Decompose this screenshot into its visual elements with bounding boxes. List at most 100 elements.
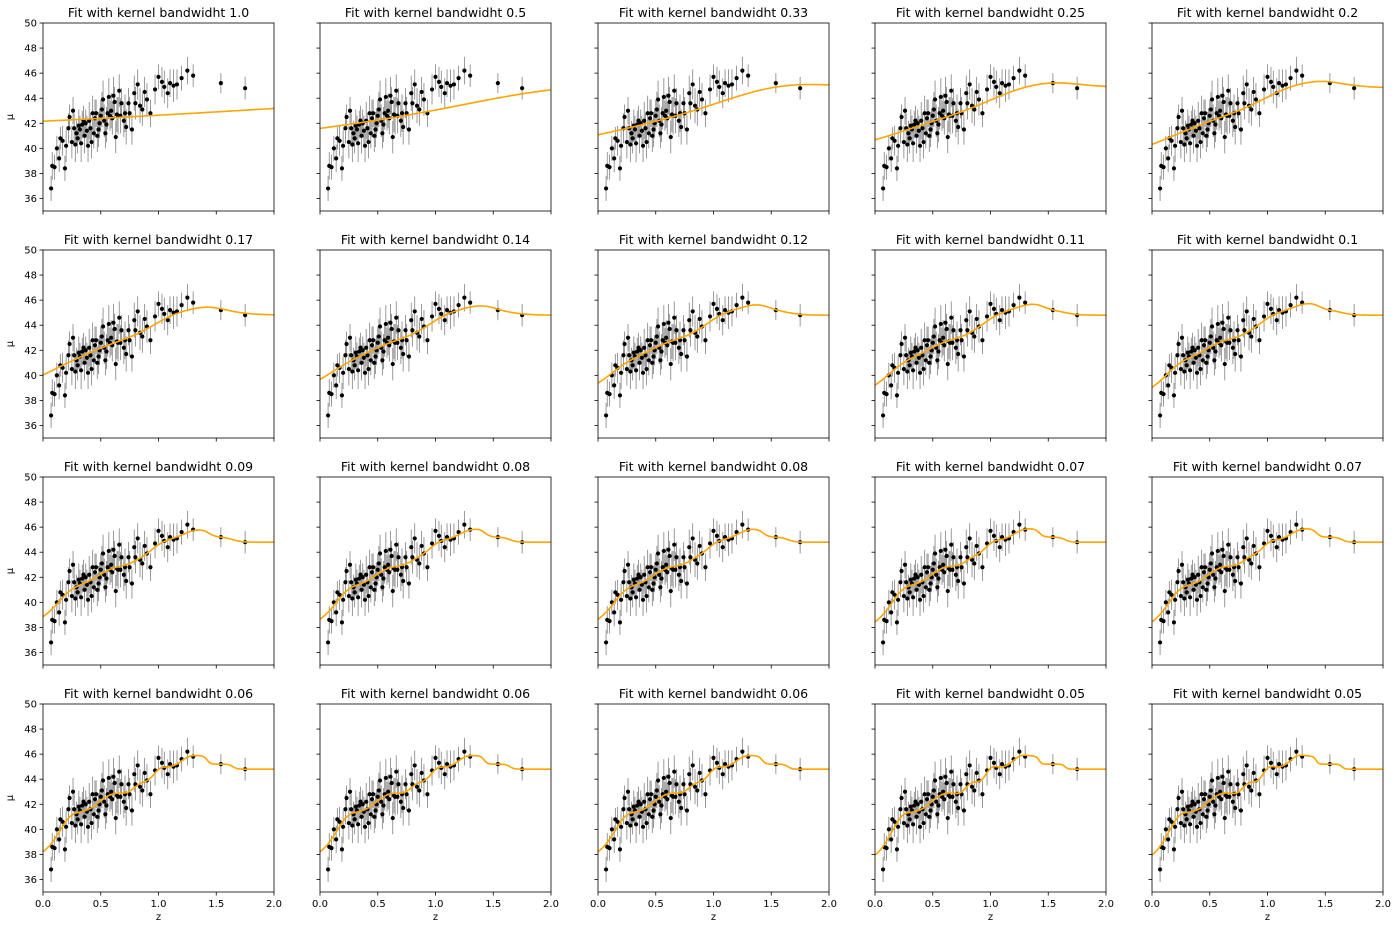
data-point: [376, 788, 382, 793]
data-point: [703, 338, 708, 343]
data-point: [653, 340, 658, 345]
data-point: [119, 555, 124, 560]
data-point: [997, 772, 1002, 777]
data-point: [351, 131, 356, 136]
data-point: [436, 79, 442, 85]
data-point: [921, 593, 926, 599]
data-point: [944, 326, 949, 332]
data-point: [1251, 316, 1256, 322]
data-point: [82, 360, 87, 365]
data-point: [379, 572, 384, 577]
data-point: [126, 101, 131, 106]
data-point: [1166, 610, 1171, 615]
data-point: [896, 143, 901, 148]
data-point: [343, 580, 348, 585]
data-point: [931, 561, 937, 566]
data-point: [54, 146, 59, 151]
data-point: [1249, 334, 1254, 339]
data-point: [344, 114, 349, 120]
data-point: [679, 578, 684, 584]
data-point: [82, 587, 87, 592]
data-point: [444, 308, 450, 313]
data-point: [91, 358, 96, 363]
data-point: [1023, 300, 1028, 305]
data-point: [344, 341, 349, 347]
data-point: [945, 134, 950, 140]
data-point: [1222, 588, 1227, 594]
data-point: [371, 565, 376, 570]
data-point: [109, 108, 114, 113]
data-point: [394, 769, 399, 774]
data-point: [425, 792, 430, 797]
data-point: [924, 570, 930, 575]
data-point: [79, 368, 84, 373]
data-point: [974, 770, 979, 776]
data-point: [1236, 338, 1241, 343]
data-point: [622, 341, 627, 347]
data-point: [1213, 122, 1218, 127]
data-point: [442, 318, 447, 323]
data-point: [1215, 775, 1220, 781]
data-point: [886, 600, 891, 605]
x-axis-label: z: [433, 912, 438, 923]
data-point: [148, 792, 153, 797]
data-point: [1194, 143, 1200, 148]
data-point: [958, 782, 963, 787]
plot-area: [1152, 250, 1383, 438]
data-point: [703, 111, 708, 116]
data-point: [436, 533, 442, 539]
data-point: [111, 774, 116, 779]
data-point: [119, 782, 124, 787]
data-point: [699, 97, 705, 102]
data-point: [329, 846, 334, 851]
data-point: [655, 778, 661, 783]
data-point: [57, 837, 62, 842]
data-point: [997, 91, 1002, 96]
data-point: [624, 366, 629, 372]
data-point: [637, 587, 642, 592]
data-point: [880, 186, 886, 191]
y-tick-label: 40: [24, 598, 37, 609]
data-point: [664, 335, 669, 340]
data-point: [628, 142, 633, 147]
data-point: [711, 74, 716, 79]
data-point: [951, 101, 956, 106]
data-point: [692, 103, 698, 108]
data-point: [964, 772, 969, 777]
data-point: [106, 548, 111, 554]
data-point: [642, 118, 647, 123]
data-point: [388, 547, 393, 552]
data-point: [325, 867, 331, 872]
data-point: [984, 87, 990, 92]
data-point: [655, 324, 661, 329]
data-point: [1157, 867, 1163, 872]
data-point: [1175, 126, 1180, 131]
data-point: [142, 543, 147, 549]
data-point: [1261, 87, 1267, 92]
data-point: [99, 334, 105, 339]
y-tick-label: 46: [24, 296, 37, 307]
data-point: [1276, 81, 1282, 86]
data-point: [1173, 824, 1178, 829]
data-point: [117, 769, 122, 774]
data-point: [417, 788, 422, 793]
y-tick-label: 36: [24, 194, 37, 205]
data-point: [625, 108, 631, 113]
subplot-title: Fit with kernel bandwidht 0.06: [64, 686, 253, 701]
data-point: [919, 118, 924, 123]
data-point: [367, 111, 372, 116]
data-point: [936, 576, 941, 581]
data-point: [462, 295, 467, 300]
data-point: [376, 561, 382, 566]
data-point: [684, 127, 690, 132]
data-point: [684, 808, 690, 813]
data-point: [359, 133, 364, 138]
data-point: [642, 345, 647, 350]
data-point: [343, 353, 348, 358]
data-point: [915, 348, 920, 353]
data-point: [697, 316, 702, 322]
data-point: [62, 620, 68, 625]
subplot-16: Fit with kernel bandwidht 0.06 36 38 40 42 44…: [5, 686, 282, 923]
data-point: [381, 576, 386, 581]
data-point: [373, 581, 378, 586]
